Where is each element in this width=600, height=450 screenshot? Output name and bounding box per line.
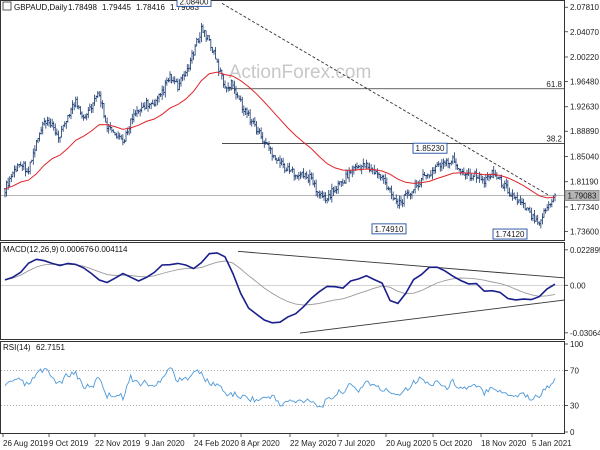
price-y-tick-label: 2.00220 bbox=[570, 53, 599, 62]
macd-header-value-1: 0.000676 bbox=[60, 245, 94, 254]
macd-panel-frame bbox=[0, 242, 565, 340]
rsi-line bbox=[4, 367, 556, 408]
price-level-box bbox=[492, 228, 528, 240]
macd-y-tick-label: -0.030645 bbox=[570, 329, 600, 338]
watermark: ActionForex.com bbox=[229, 62, 372, 83]
macd-y-tick-label: 0.022895 bbox=[570, 246, 600, 255]
fib-label: 61.8 bbox=[546, 80, 562, 89]
x-tick-label: 20 Aug 2020 bbox=[386, 439, 431, 448]
price-y-tick-label: 1.92630 bbox=[570, 103, 599, 112]
x-tick-label: 26 Aug 2019 bbox=[3, 439, 48, 448]
price-y-tick-label: 2.04070 bbox=[570, 28, 599, 37]
fib-levels: 61.8 38.2 bbox=[222, 80, 564, 144]
price-level-label: 1.85230 bbox=[416, 144, 445, 153]
ema-line bbox=[4, 71, 556, 199]
price-header-high: 1.79445 bbox=[102, 3, 131, 12]
price-header-open: 1.78498 bbox=[68, 3, 97, 12]
price-y-tick-label: 1.88890 bbox=[570, 127, 599, 136]
macd-path bbox=[4, 252, 556, 324]
price-y-tick-label: 1.85040 bbox=[570, 152, 599, 161]
price-level-box bbox=[371, 223, 407, 235]
x-tick-label: 24 Feb 2020 bbox=[194, 439, 239, 448]
panel-toggle-icon[interactable] bbox=[2, 1, 12, 11]
macd-signal-path bbox=[4, 260, 556, 306]
macd-header-title: MACD(12,26,9) bbox=[3, 245, 59, 254]
x-tick-label: 22 May 2020 bbox=[290, 439, 337, 448]
macd-header-value-2: -0.004114 bbox=[92, 245, 128, 254]
price-y-tick-label: 1.96480 bbox=[570, 77, 599, 86]
x-axis: 26 Aug 2019 9 Oct 2019 22 Nov 2019 9 Jan 20… bbox=[2, 433, 572, 448]
rsi-header-value: 62.7151 bbox=[36, 343, 65, 352]
macd-lower-trendline bbox=[299, 299, 565, 334]
current-price-box bbox=[564, 190, 600, 201]
x-tick-label: 22 Nov 2019 bbox=[95, 439, 141, 448]
price-y-tick-label: 2.07810 bbox=[570, 3, 599, 12]
price-header-title: GBPAUD,Daily bbox=[14, 3, 67, 12]
fib-label: 38.2 bbox=[546, 135, 562, 144]
x-tick-label: 8 Apr 2020 bbox=[241, 439, 280, 448]
macd-panel: MACD(12,26,9) 0.000676 -0.004114 0.02289… bbox=[0, 242, 600, 340]
price-y-tick-label: 1.81190 bbox=[570, 178, 599, 187]
price-panel-frame bbox=[0, 0, 565, 241]
macd-y-axis: 0.022895 0.00 -0.030645 bbox=[564, 246, 600, 338]
macd-signal-line bbox=[4, 260, 556, 306]
price-level-box bbox=[176, 0, 212, 7]
rsi-header-title: RSI(14) bbox=[3, 343, 31, 352]
x-tick-label: 18 Nov 2020 bbox=[481, 439, 527, 448]
x-tick-label: 9 Jan 2020 bbox=[145, 439, 185, 448]
price-level-label: 1.74120 bbox=[496, 230, 525, 239]
current-price-label: 1.79083 bbox=[568, 192, 597, 201]
rsi-path bbox=[4, 367, 556, 408]
rsi-panel-frame bbox=[0, 341, 565, 434]
rsi-y-tick-label: 70 bbox=[570, 366, 579, 375]
rsi-guides bbox=[1, 370, 564, 406]
price-bars bbox=[3, 22, 557, 229]
rsi-y-tick-label: 0 bbox=[570, 428, 575, 437]
price-header-low: 1.78416 bbox=[136, 3, 165, 12]
rsi-y-axis: 100 70 30 0 bbox=[564, 340, 584, 437]
price-panel: ActionForex.com GBPAUD,Daily 1.78498 1.7… bbox=[0, 0, 600, 241]
price-level-label: 1.74910 bbox=[375, 225, 404, 234]
ema-path bbox=[4, 71, 556, 199]
price-y-tick-label: 1.73600 bbox=[570, 227, 599, 236]
x-tick-label: 5 Oct 2020 bbox=[433, 439, 473, 448]
macd-line bbox=[4, 252, 556, 324]
macd-upper-trendline bbox=[237, 250, 565, 279]
resistance-trendline bbox=[221, 2, 549, 196]
macd-y-tick-label: 0.00 bbox=[570, 281, 586, 290]
price-y-tick-label: 1.77340 bbox=[570, 203, 599, 212]
rsi-y-tick-label: 100 bbox=[570, 340, 584, 349]
macd-trendlines bbox=[237, 250, 565, 334]
price-level-label: 2.08400 bbox=[180, 0, 209, 6]
x-tick-label: 7 Jul 2020 bbox=[338, 439, 375, 448]
x-tick-label: 5 Jan 2021 bbox=[532, 439, 572, 448]
rsi-y-tick-label: 30 bbox=[570, 402, 579, 411]
price-header-close: 1.79083 bbox=[170, 3, 199, 12]
rsi-panel: RSI(14) 62.7151 100 70 30 0 bbox=[0, 340, 584, 437]
price-trendline bbox=[221, 2, 549, 196]
price-annotations: 2.08400 1.85230 1.74910 1.74120 1.79083 bbox=[176, 0, 600, 240]
price-y-axis: 2.07810 2.04070 2.00220 1.96480 1.92630 1.888… bbox=[564, 3, 599, 236]
x-tick-label: 9 Oct 2019 bbox=[49, 439, 89, 448]
price-level-box bbox=[412, 142, 448, 154]
